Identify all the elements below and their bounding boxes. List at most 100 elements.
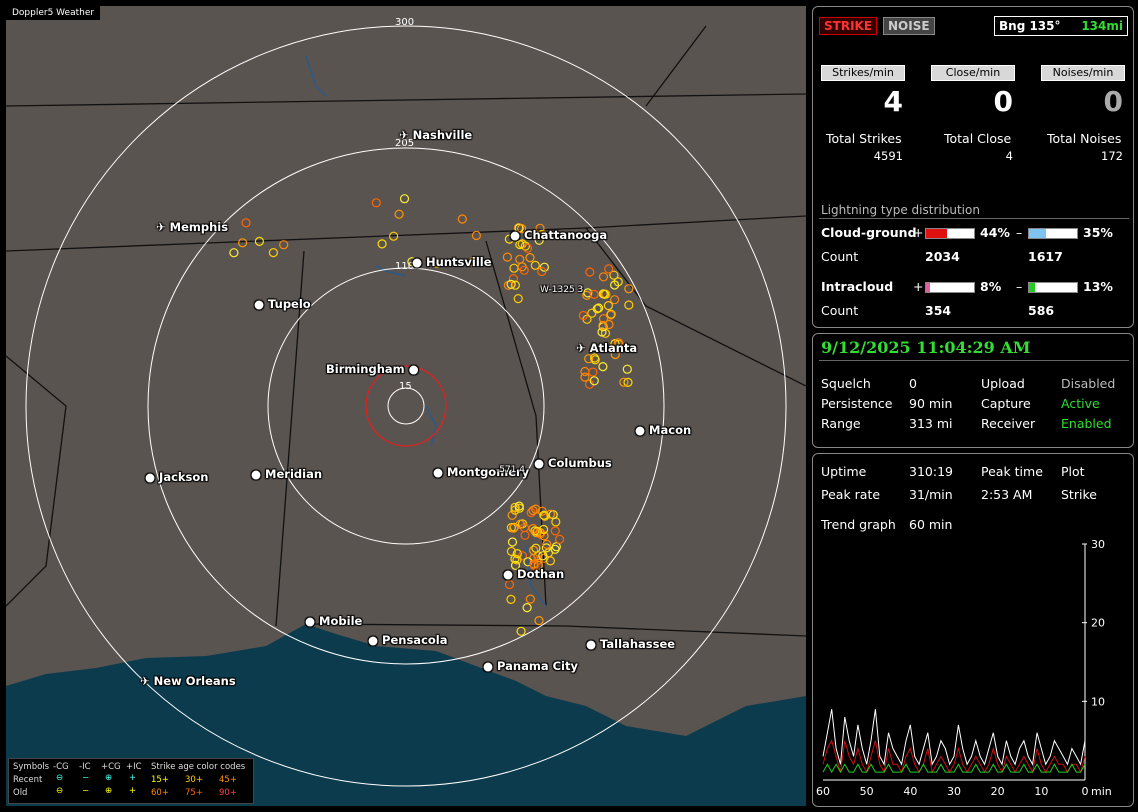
trend-panel: Uptime 310:19 Peak time Plot Peak rate 3… [812, 453, 1134, 807]
strike-marker [515, 519, 525, 529]
strike-marker [589, 289, 599, 299]
strike-marker [597, 327, 607, 337]
strike-marker [238, 238, 248, 248]
symbol-legend: Symbols -CG -IC +CG +IC Strike age color… [8, 758, 254, 804]
y-tick-label: 10 [1091, 695, 1105, 708]
strikes-per-min-button[interactable]: Strikes/min [821, 65, 905, 81]
x-tick-label: 10 [1034, 785, 1048, 798]
strike-marker [510, 505, 520, 515]
strike-marker [609, 270, 619, 280]
range-label: Range [821, 416, 861, 431]
plot-value[interactable]: Strike [1061, 487, 1097, 502]
persistence-value[interactable]: 90 min [909, 396, 953, 411]
cg-neg-old-icon: ⊖ [56, 786, 64, 796]
strike-marker [599, 289, 610, 299]
cloud-ground-label: Cloud-ground [821, 225, 917, 240]
legend-cg-neg: -CG [53, 762, 69, 772]
strike-marker [539, 531, 549, 541]
cg-pos-count: 2034 [925, 249, 960, 264]
strike-marker [512, 548, 522, 559]
plot-label: Plot [1061, 464, 1085, 479]
strike-marker [516, 224, 527, 234]
noises-per-min-button[interactable]: Noises/min [1041, 65, 1125, 81]
range-value[interactable]: 313 mi [909, 416, 953, 431]
age-75: 75+ [185, 788, 203, 798]
strike-marker [516, 626, 526, 636]
trend-series-line [822, 763, 1086, 774]
strikes-per-min-value: 4 [883, 85, 903, 118]
strike-marker [578, 310, 589, 321]
bearing-box: Bng 135° 134mi [994, 16, 1128, 36]
strike-marker [509, 263, 519, 273]
ring-label-205: 205 [395, 138, 415, 149]
strike-marker [510, 502, 520, 512]
receiver-value[interactable]: Enabled [1061, 416, 1112, 431]
city-dothan: ● Dothan [503, 567, 565, 581]
strike-marker [241, 218, 251, 228]
strike-indicator[interactable]: STRIKE [819, 17, 878, 35]
city-jackson: ● Jackson [145, 470, 209, 484]
peak-time-label: Peak time [981, 464, 1043, 479]
city-memphis: ✈ Memphis [156, 220, 229, 234]
legend-old: Old [13, 788, 28, 798]
capture-value[interactable]: Active [1061, 396, 1100, 411]
strike-marker [457, 214, 467, 224]
strike-marker [598, 314, 609, 324]
total-strikes-label: Total Strikes [826, 131, 902, 146]
noise-indicator[interactable]: NOISE [883, 17, 935, 35]
age-90: 90+ [219, 788, 237, 798]
ic-pos-bar [925, 282, 975, 293]
city-atlanta: ✈ Atlanta [576, 341, 638, 355]
datetime: 9/12/2025 11:04:29 AM [821, 338, 1031, 357]
strike-marker [585, 267, 595, 277]
strike-marker [538, 524, 549, 535]
intracloud-label: Intracloud [821, 279, 894, 294]
city-macon: ● Macon [635, 423, 692, 437]
city-new-orleans: ✈ New Orleans [140, 674, 236, 688]
city-panama-city: ● Panama City [483, 659, 578, 673]
city-meridian: ● Meridian [251, 467, 323, 481]
uptime-value: 310:19 [909, 464, 953, 479]
strike-marker [534, 235, 544, 245]
strike-marker [554, 534, 565, 544]
close-per-min-button[interactable]: Close/min [931, 65, 1015, 81]
upload-label: Upload [981, 376, 1025, 391]
bearing-value: Bng 135° [999, 19, 1061, 33]
strike-marker [512, 555, 522, 565]
legend-ic-pos: +IC [126, 762, 142, 772]
strike-marker [598, 272, 609, 282]
strike-marker [541, 543, 552, 553]
strike-marker [389, 231, 399, 241]
trend-value[interactable]: 60 min [909, 517, 953, 532]
strike-marker [509, 523, 519, 533]
strike-marker [550, 544, 560, 554]
radar-map[interactable]: Doppler5 Weather 300 205 110 15 ✈ Nashvi… [6, 6, 806, 806]
upload-value[interactable]: Disabled [1061, 376, 1116, 391]
legend-ic-neg: -IC [79, 762, 91, 772]
strike-marker [545, 509, 556, 519]
strike-marker [589, 376, 599, 386]
age-15: 15+ [151, 775, 169, 785]
x-tick-label: 60 [816, 785, 830, 798]
strike-marker [583, 288, 593, 298]
strike-marker [508, 274, 518, 284]
trend-label: Trend graph [821, 517, 896, 532]
rivers [305, 55, 617, 607]
squelch-value[interactable]: 0 [909, 376, 917, 391]
strike-marker [539, 510, 549, 520]
total-noises-label: Total Noises [1047, 131, 1122, 146]
strike-marker [506, 279, 516, 289]
trend-graph: 30 20 10 60 50 40 30 20 10 0 min [816, 540, 1112, 798]
strike-marker [534, 615, 544, 626]
capture-label: Capture [981, 396, 1031, 411]
strike-marker [467, 257, 477, 267]
strike-marker [624, 284, 634, 294]
noises-per-min-value: 0 [1103, 85, 1123, 118]
age-60: 60+ [151, 788, 169, 798]
receiver-label: Receiver [981, 416, 1036, 431]
strike-marker [610, 349, 620, 360]
storm-label-1: W-1325 3 [540, 285, 584, 295]
city-montgomery: ● Montgomery [433, 465, 530, 479]
age-30: 30+ [185, 775, 203, 785]
strike-marker [580, 372, 590, 382]
